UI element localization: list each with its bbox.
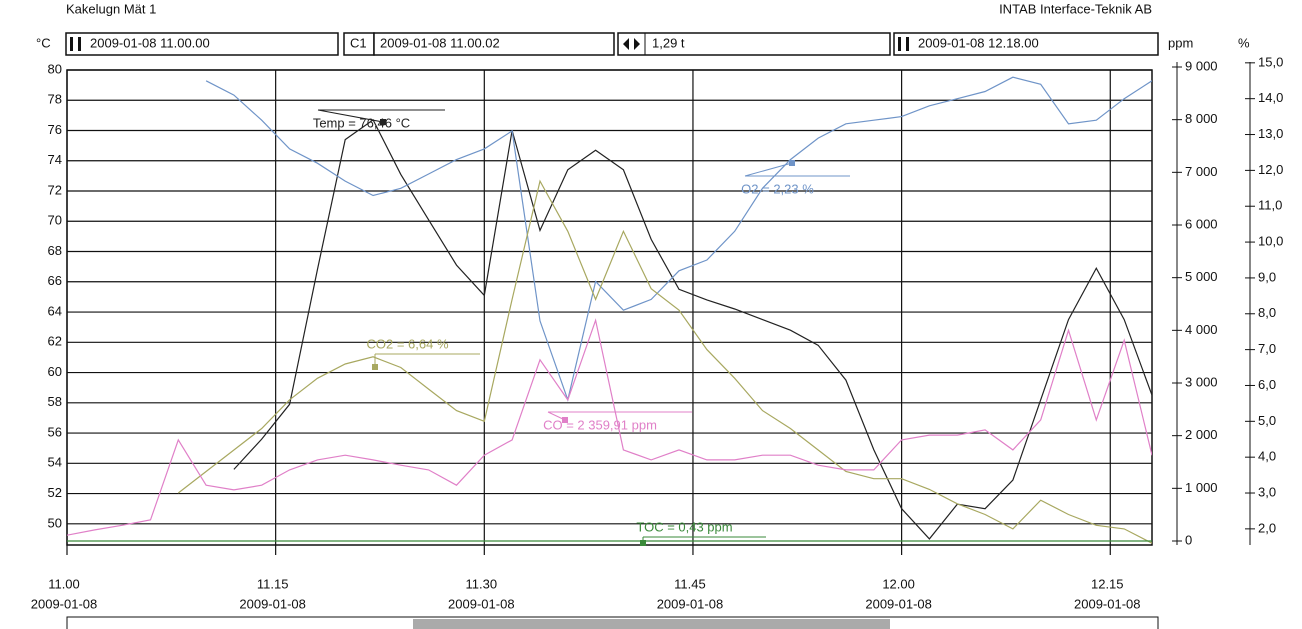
y3-tick-label: 5,0 bbox=[1258, 413, 1276, 428]
y2-tick-label: 1 000 bbox=[1185, 480, 1218, 495]
cursor-label: C1 bbox=[350, 35, 367, 50]
y3-tick-label: 13,0 bbox=[1258, 126, 1283, 141]
y2-tick-label: 4 000 bbox=[1185, 322, 1218, 337]
y-tick-label: 72 bbox=[48, 182, 62, 197]
y-tick-label: 74 bbox=[48, 152, 62, 167]
x-tick-label: 11.30 bbox=[466, 576, 498, 591]
y3-tick-label: 10,0 bbox=[1258, 234, 1283, 249]
annotation-pointer bbox=[744, 162, 793, 177]
x-tick-date: 2009-01-08 bbox=[1074, 596, 1141, 611]
annotation: Temp = 76,46 °C bbox=[313, 115, 410, 130]
span: 1,29 t bbox=[652, 35, 685, 50]
icon bbox=[906, 37, 909, 51]
y3-tick-label: 4,0 bbox=[1258, 449, 1276, 464]
annotation-marker bbox=[380, 119, 386, 125]
annotation-marker bbox=[562, 417, 568, 423]
y-tick-label: 64 bbox=[48, 303, 62, 318]
y3-tick-label: 7,0 bbox=[1258, 341, 1276, 356]
y-tick-label: 62 bbox=[48, 334, 62, 349]
x-tick-label: 11.00 bbox=[48, 576, 80, 591]
span-box[interactable] bbox=[617, 32, 891, 56]
x-tick-label: 12.15 bbox=[1091, 576, 1124, 591]
x-tick-date: 2009-01-08 bbox=[31, 596, 98, 611]
y-tick-label: 68 bbox=[48, 243, 62, 258]
series-group bbox=[67, 76, 1152, 544]
y-tick-label: 70 bbox=[48, 213, 62, 228]
x-tick-date: 2009-01-08 bbox=[239, 596, 306, 611]
y-tick-label: 54 bbox=[48, 455, 62, 470]
y-tick-label: 66 bbox=[48, 273, 62, 288]
y-tick-label: 52 bbox=[48, 485, 62, 500]
y3-tick-label: 11,0 bbox=[1258, 198, 1282, 213]
x-tick-date: 2009-01-08 bbox=[865, 596, 932, 611]
icon bbox=[623, 38, 640, 50]
y3-tick-label: 12,0 bbox=[1258, 162, 1283, 177]
annotation-marker bbox=[372, 364, 378, 370]
series-line bbox=[67, 318, 1152, 536]
annotation: TOC = 0,43 ppm bbox=[636, 519, 732, 534]
y2-tick-label: 3 000 bbox=[1185, 374, 1218, 389]
y2-tick-label: 5 000 bbox=[1185, 269, 1218, 284]
x-tick-date: 2009-01-08 bbox=[657, 596, 724, 611]
plot-area bbox=[66, 69, 1153, 546]
y-unit: °C bbox=[36, 35, 51, 50]
annotation: CO = 2 359,91 ppm bbox=[543, 417, 657, 432]
company: INTAB Interface-Teknik AB bbox=[999, 1, 1152, 16]
y2-tick-label: 7 000 bbox=[1185, 164, 1218, 179]
y-tick-label: 56 bbox=[48, 424, 62, 439]
series-line bbox=[177, 179, 1152, 544]
end-time: 2009-01-08 12.18.00 bbox=[918, 35, 1039, 50]
cursor-time: 2009-01-08 11.00.02 bbox=[380, 35, 500, 50]
y2-tick-label: 2 000 bbox=[1185, 427, 1218, 442]
y-tick-label: 60 bbox=[48, 364, 62, 379]
annotation: O2 = 2,23 % bbox=[741, 181, 814, 196]
y3-tick-label: 6,0 bbox=[1258, 377, 1276, 392]
annotation-marker bbox=[640, 540, 646, 546]
y3-tick-label: 3,0 bbox=[1258, 484, 1276, 499]
end-box[interactable] bbox=[893, 32, 1159, 56]
annotation-pointer bbox=[317, 109, 384, 123]
y-tick-label: 76 bbox=[48, 122, 62, 137]
series-line bbox=[233, 119, 1152, 540]
y3-tick-label: 2,0 bbox=[1258, 520, 1276, 535]
y-tick-label: 80 bbox=[48, 61, 62, 76]
y-tick-label: 50 bbox=[48, 515, 62, 530]
y2-tick-label: 8 000 bbox=[1185, 111, 1218, 126]
y-tick-label: 58 bbox=[48, 394, 62, 409]
icon bbox=[70, 37, 73, 51]
y2-tick-label: 6 000 bbox=[1185, 216, 1218, 231]
start-box[interactable] bbox=[65, 32, 339, 56]
annotation-marker bbox=[789, 160, 795, 166]
series-line bbox=[205, 76, 1152, 402]
cursor-box[interactable] bbox=[373, 32, 615, 56]
x-tick-label: 12.00 bbox=[882, 576, 915, 591]
y2-tick-label: 0 bbox=[1185, 532, 1192, 547]
y3-unit: % bbox=[1238, 35, 1250, 50]
annotation: CO2 = 6,64 % bbox=[366, 336, 448, 351]
x-tick-date: 2009-01-08 bbox=[448, 596, 515, 611]
y3-tick-label: 9,0 bbox=[1258, 269, 1276, 284]
y3-tick-label: 14,0 bbox=[1258, 90, 1283, 105]
chart-title: Kakelugn Mät 1 bbox=[66, 1, 156, 16]
y-tick-label: 78 bbox=[48, 92, 62, 107]
x-tick-label: 11.45 bbox=[674, 576, 706, 591]
scrollbar-thumb[interactable] bbox=[413, 619, 890, 629]
y3-tick-label: 15,0 bbox=[1258, 54, 1283, 69]
icon bbox=[898, 37, 901, 51]
y2-unit: ppm bbox=[1168, 35, 1193, 50]
start-time: 2009-01-08 11.00.00 bbox=[90, 35, 210, 50]
x-tick-label: 11.15 bbox=[257, 576, 289, 591]
y3-tick-label: 8,0 bbox=[1258, 305, 1276, 320]
y2-tick-label: 9 000 bbox=[1185, 58, 1218, 73]
icon bbox=[78, 37, 81, 51]
